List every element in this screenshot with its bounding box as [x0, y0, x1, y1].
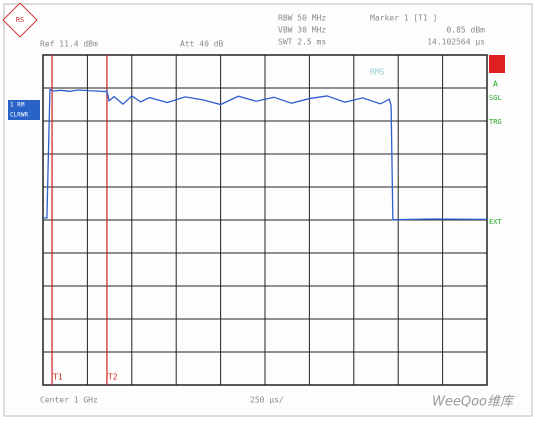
status-box — [489, 55, 505, 73]
side-label: EXT — [489, 218, 502, 226]
swt: SWT 2.5 ms — [278, 38, 326, 47]
side-label: A — [493, 80, 498, 89]
vbw: VBW 30 MHz — [278, 26, 326, 35]
trace — [43, 88, 488, 221]
marker-title: Marker 1 [T1 ] — [370, 14, 437, 23]
trace-info — [8, 100, 40, 120]
rms: RMS — [370, 68, 385, 77]
marker-time: 14.102564 µs — [427, 38, 485, 47]
watermark: WeeQoo维库 — [432, 395, 515, 410]
logo: RS — [2, 2, 38, 38]
plot-border — [42, 54, 488, 386]
marker-label: T2 — [108, 373, 118, 382]
grid — [43, 55, 487, 385]
marker-level: 0.85 dBm — [446, 26, 485, 35]
center: Center 1 GHz — [40, 396, 98, 405]
side-label: 1 RM — [10, 102, 25, 109]
ref: Ref 11.4 dBm — [40, 40, 98, 49]
side-label: SGL — [489, 94, 502, 102]
side-label: TRG — [489, 118, 502, 126]
att: Att 40 dB — [180, 40, 224, 49]
svg-text:RS: RS — [16, 16, 24, 24]
side-label: CLRWR — [10, 112, 28, 119]
rbw: RBW 50 MHz — [278, 14, 326, 23]
span: 250 µs/ — [250, 396, 284, 405]
marker-label: T1 — [53, 373, 63, 382]
frame — [3, 3, 533, 417]
